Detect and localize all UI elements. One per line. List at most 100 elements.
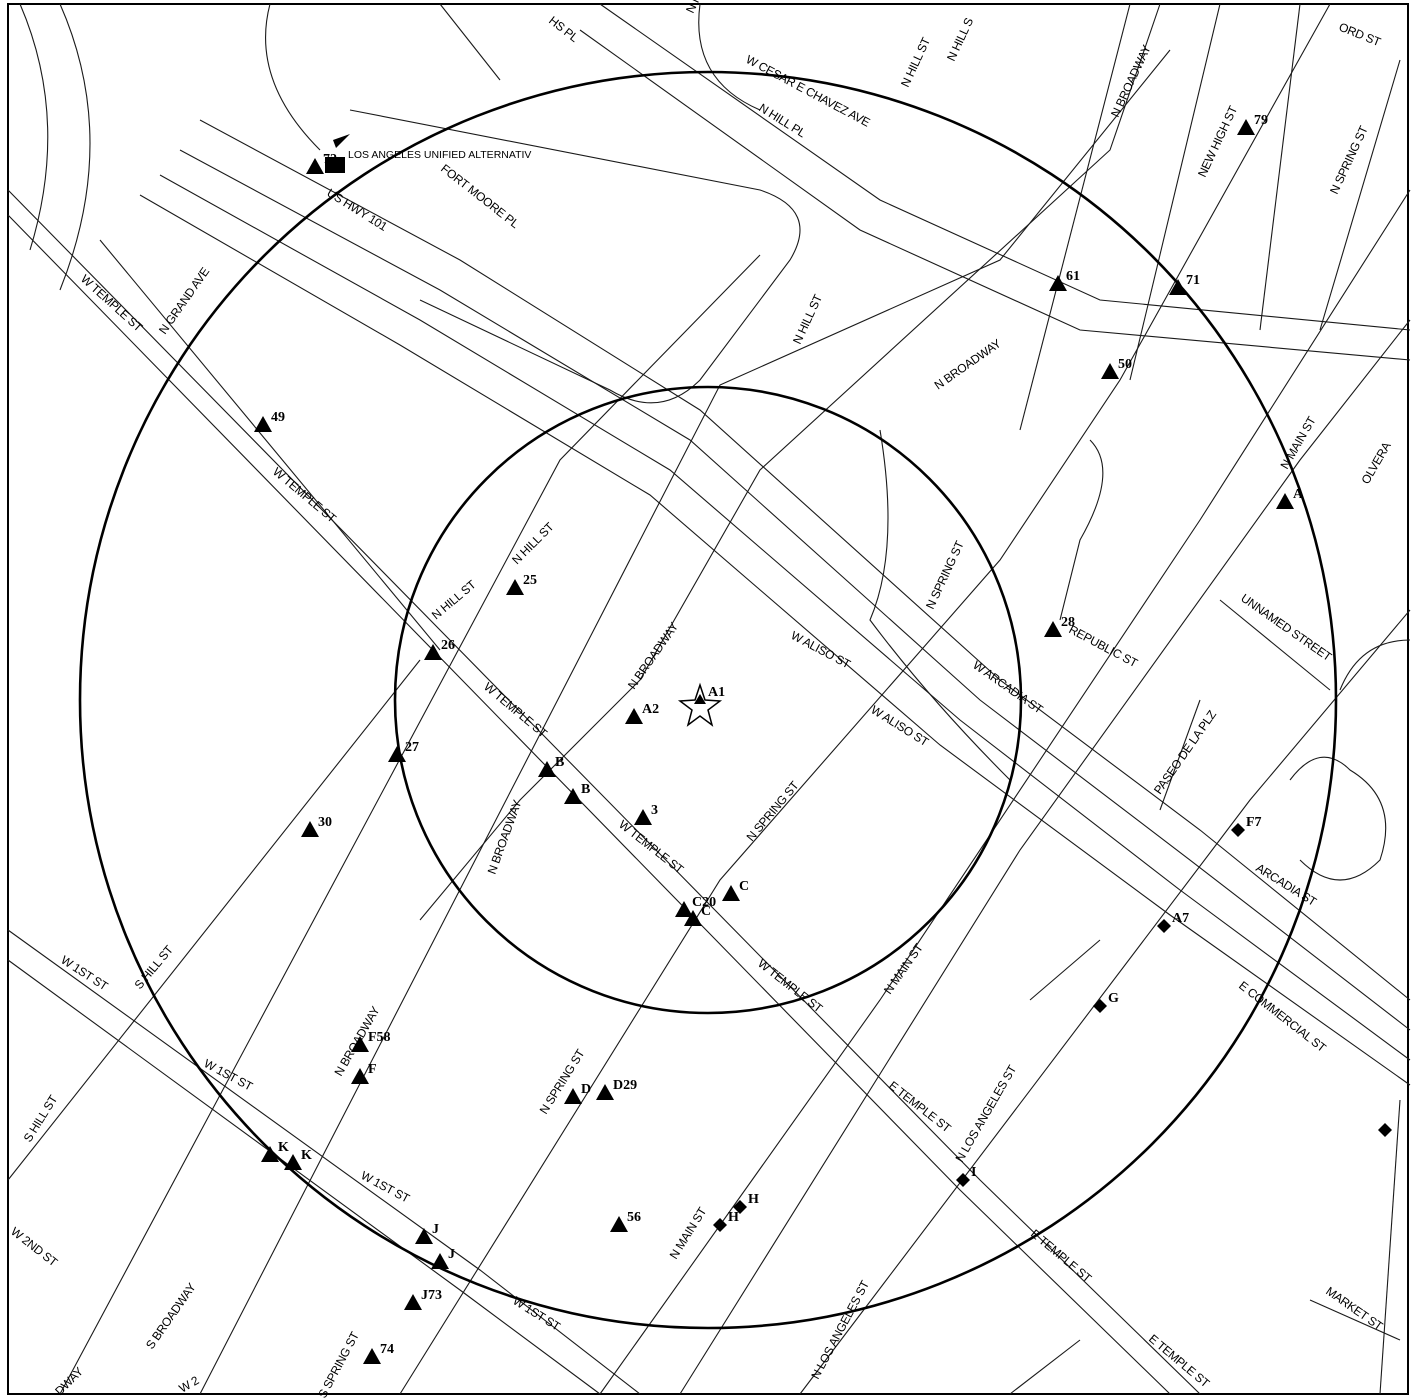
site-marker[interactable]: 30 <box>301 815 332 837</box>
site-marker[interactable]: 74 <box>363 1342 394 1364</box>
marker-label: 49 <box>271 410 285 425</box>
marker-label: B <box>555 755 564 770</box>
street-label: ORD ST <box>1337 20 1384 50</box>
street-label: E TEMPLE ST <box>1146 1332 1213 1391</box>
marker-label: 25 <box>523 573 537 588</box>
triangle-marker-icon <box>538 761 556 777</box>
street-label: W TEMPLE ST <box>270 465 339 526</box>
triangle-marker-icon <box>564 1088 582 1104</box>
street-label: N HILL ST <box>790 292 825 347</box>
site-marker[interactable]: 72 <box>306 152 337 174</box>
marker-label: 50 <box>1118 357 1132 372</box>
triangle-marker-icon <box>284 1154 302 1170</box>
street-label: N LOS ANGELES ST <box>808 1278 872 1382</box>
street-label: N BROADWAY <box>625 620 681 692</box>
triangle-marker-icon <box>351 1068 369 1084</box>
marker-label: A7 <box>1172 911 1189 926</box>
site-marker[interactable] <box>1378 1123 1392 1137</box>
diamond-marker-icon <box>956 1173 970 1187</box>
site-marker[interactable]: I <box>956 1165 976 1187</box>
street-label: N HILL ST <box>509 519 557 567</box>
marker-label: J <box>432 1222 439 1237</box>
site-marker[interactable]: 61 <box>1049 269 1080 291</box>
site-marker[interactable]: 25 <box>506 573 537 595</box>
street-label: MARKET ST <box>1323 1284 1386 1334</box>
star-icon <box>677 682 723 727</box>
site-building[interactable]: LOS ANGELES UNIFIED ALTERNATIV <box>325 134 531 173</box>
site-marker[interactable]: D29 <box>596 1078 637 1100</box>
site-marker[interactable]: B <box>564 782 590 804</box>
inner-radius-ring <box>393 385 1023 1015</box>
site-marker[interactable]: F7 <box>1231 815 1262 837</box>
marker-label: F <box>368 1062 377 1077</box>
site-marker[interactable]: K <box>261 1140 289 1162</box>
site-marker[interactable]: B <box>538 755 564 777</box>
street-label: N BROADWAY <box>932 336 1004 392</box>
street-network <box>7 3 1411 1395</box>
site-marker[interactable]: F58 <box>351 1030 391 1052</box>
triangle-marker-icon <box>261 1146 279 1162</box>
site-marker[interactable]: 26 <box>424 638 455 660</box>
site-marker[interactable]: F <box>351 1062 377 1084</box>
site-marker[interactable]: H <box>733 1192 759 1214</box>
site-marker[interactable]: G <box>1093 991 1119 1013</box>
site-marker[interactable]: A <box>1276 487 1304 509</box>
street-label: HS PL <box>546 13 581 45</box>
site-marker[interactable]: J73 <box>404 1288 442 1310</box>
site-marker[interactable]: 71 <box>1169 273 1200 295</box>
street-label: N HILL S <box>944 16 976 64</box>
marker-label: 71 <box>1186 273 1200 288</box>
site-marker[interactable]: C <box>722 879 749 901</box>
marker-label: C <box>701 904 711 919</box>
marker-label: B <box>581 782 590 797</box>
marker-label: 3 <box>651 803 658 818</box>
site-marker[interactable]: A7 <box>1157 911 1189 933</box>
triangle-marker-icon <box>625 708 643 724</box>
diamond-marker-icon <box>1378 1123 1392 1137</box>
triangle-marker-icon <box>306 158 324 174</box>
marker-label: H <box>748 1192 759 1207</box>
street-label: N HILL PL <box>756 101 808 141</box>
center-marker[interactable]: A1 <box>677 682 725 727</box>
site-marker[interactable]: J <box>431 1247 455 1269</box>
street-label: NEW HIGH ST <box>1195 103 1241 179</box>
triangle-marker-icon <box>722 885 740 901</box>
street-label: N HI <box>683 0 705 15</box>
site-marker[interactable]: 56 <box>610 1210 641 1232</box>
street-label: S HILL ST <box>21 1092 61 1145</box>
street-label: E TEMPLE ST <box>1028 1227 1095 1286</box>
site-marker[interactable]: 50 <box>1101 357 1132 379</box>
street-label: UNNAMED STREET <box>1238 591 1335 664</box>
triangle-marker-icon <box>634 809 652 825</box>
triangle-marker-icon <box>351 1036 369 1052</box>
site-marker[interactable]: 27 <box>388 740 419 762</box>
center-triangle <box>694 694 706 704</box>
site-marker[interactable]: 28 <box>1044 615 1075 637</box>
marker-label: K <box>301 1148 312 1163</box>
street-label: W 1ST ST <box>359 1168 413 1206</box>
marker-label: 61 <box>1066 269 1080 284</box>
site-marker[interactable]: C20 <box>675 895 716 917</box>
marker-label: 27 <box>405 740 419 755</box>
triangle-marker-icon <box>564 788 582 804</box>
site-marker[interactable]: 49 <box>254 410 285 432</box>
outer-radius-ring <box>78 70 1338 1330</box>
diamond-marker-icon <box>733 1200 747 1214</box>
street-label: N MAIN ST <box>667 1204 710 1261</box>
site-marker[interactable]: K <box>284 1148 312 1170</box>
marker-label: 28 <box>1061 615 1075 630</box>
site-marker[interactable]: 3 <box>634 803 658 825</box>
triangle-marker-icon <box>596 1084 614 1100</box>
street-label: N SPRING ST <box>1327 123 1371 196</box>
street-label: FORT MOORE PL <box>438 161 522 231</box>
site-marker[interactable]: J <box>415 1222 439 1244</box>
street-label: N BROADWAY <box>485 798 525 876</box>
site-marker[interactable]: C <box>684 904 711 926</box>
site-flag-icon <box>333 134 350 148</box>
site-marker[interactable]: D <box>564 1082 591 1104</box>
site-marker[interactable]: H <box>713 1210 739 1232</box>
site-marker[interactable]: A2 <box>625 702 659 724</box>
site-marker[interactable]: 79 <box>1237 113 1268 135</box>
